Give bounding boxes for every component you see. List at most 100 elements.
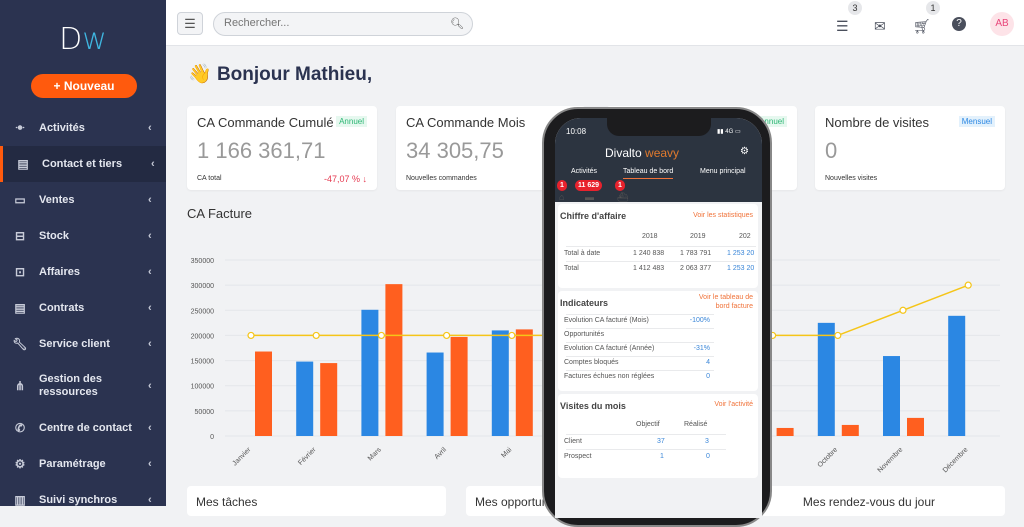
bar-orange — [385, 284, 403, 436]
line-point — [899, 306, 907, 314]
chevron-left-icon: ‹ — [148, 302, 152, 314]
bar-blue — [491, 330, 509, 436]
indicator-label: Comptes bloqués — [564, 359, 619, 366]
search-box[interactable]: 🔍︎ — [213, 12, 473, 36]
card-visites: Nombre de visites Mensuel 0 Nouvelles vi… — [815, 106, 1005, 190]
bar-orange — [255, 351, 272, 436]
search-icon[interactable]: 🔍︎ — [450, 18, 464, 30]
bar-orange — [450, 336, 468, 436]
factory-badge: 1 — [557, 180, 567, 191]
sidebar-item-centre-de-contact[interactable]: ✆ Centre de contact ‹ — [0, 410, 166, 446]
bar-orange — [776, 427, 794, 436]
bar-blue — [361, 309, 379, 436]
chevron-left-icon: ‹ — [148, 422, 152, 434]
ca-facture-chart: 0 50000 100000 150000 200000 250000 300000 3500… — [191, 258, 1000, 476]
bar-blue — [296, 361, 314, 436]
indicator-value: -100% — [689, 317, 710, 324]
cart-badge: 1 — [926, 1, 940, 15]
sidebar-item-parametrage[interactable]: ⚙ Paramétrage ‹ — [0, 446, 166, 482]
mail-icon[interactable]: ✉ — [874, 18, 886, 34]
x-tick-label: Mars — [367, 446, 383, 462]
signal-icon: ▮▮ 4G ▭ — [717, 129, 741, 135]
sidebar-item-activites[interactable]: ꔹ Activités ‹ — [0, 110, 166, 146]
users-icon: ꔹ — [15, 120, 25, 135]
money-icon: ▭ — [14, 193, 26, 207]
new-button[interactable]: + Nouveau — [31, 74, 137, 98]
x-tick-label: Octobre — [817, 446, 840, 469]
x-tick-label: Décembre — [942, 446, 970, 474]
bar-blue — [948, 315, 966, 436]
chevron-left-icon: ‹ — [148, 230, 152, 242]
line-point — [964, 281, 972, 289]
bar-orange — [907, 417, 924, 436]
x-tick-label: Février — [297, 446, 318, 467]
sidebar-nav: ꔹ Activités ‹ ▤ Contact et tiers ‹ ▭ Ventes ‹ ⊟ St… — [0, 110, 166, 518]
phone-tab-menu[interactable]: Menu principal — [700, 168, 746, 175]
plus-icon: + — [53, 79, 64, 93]
sidebar: Dw + Nouveau ꔹ Activités ‹ ▤ Contact et tier… — [0, 0, 166, 507]
chevron-left-icon: ‹ — [148, 380, 152, 392]
briefcase-icon: ⊡ — [14, 265, 26, 279]
sidebar-item-gestion-des-ressources[interactable]: ⋔ Gestion des ressources ‹ — [0, 362, 166, 410]
chevron-left-icon: ‹ — [148, 338, 152, 350]
sitemap-icon: ⋔ — [14, 379, 26, 393]
sidebar-item-stock[interactable]: ⊟ Stock ‹ — [0, 218, 166, 254]
search-input[interactable] — [224, 17, 444, 29]
tasks-badge: 3 — [848, 1, 862, 15]
box-icon: ⊟ — [14, 229, 26, 243]
settings-icon[interactable]: ⚙ — [740, 146, 749, 157]
sidebar-item-affaires[interactable]: ⊡ Affaires ‹ — [0, 254, 166, 290]
sidebar-item-ventes[interactable]: ▭ Ventes ‹ — [0, 182, 166, 218]
cart-icon[interactable]: 🛒︎ — [913, 18, 931, 34]
address-book-icon: ▤ — [17, 157, 29, 171]
link-statistiques[interactable]: Voir les statistiques — [693, 212, 753, 219]
line-point — [834, 331, 842, 340]
line-point — [443, 331, 451, 340]
sidebar-item-suivi-synchros[interactable]: ▥ Suivi synchros ‹ — [0, 482, 166, 518]
sidebar-item-contrats[interactable]: ▤ Contrats ‹ — [0, 290, 166, 326]
ship-badge: 1 — [615, 180, 625, 191]
indicator-label: Evolution CA facturé (Année) — [564, 345, 655, 352]
phone-app-header: 10:08 ▮▮ 4G ▭ Divalto weavy ⚙ Activités … — [555, 118, 762, 202]
phone-icon: ✆ — [14, 421, 26, 435]
y-tick-label: 150000 — [191, 359, 214, 366]
delta: -47,07 % ↓ — [323, 174, 368, 184]
sidebar-item-service-client[interactable]: 🔧︎ Service client ‹ — [12, 337, 152, 351]
avatar[interactable]: AB — [990, 12, 1014, 36]
help-icon[interactable]: ? — [952, 17, 966, 31]
wrench-icon: 🔧︎ — [12, 337, 28, 351]
indicator-label: Evolution CA facturé (Mois) — [564, 317, 649, 324]
x-tick-label: Avril — [434, 446, 449, 461]
panel-visites: Visites du mois Voir l'activité Objectif… — [558, 394, 758, 478]
sidebar-item-contact-et-tiers[interactable]: ▤ Contact et tiers ‹ — [0, 146, 166, 182]
bar-blue — [883, 356, 900, 436]
chevron-left-icon: ‹ — [151, 158, 155, 170]
card-mes-taches: Mes tâches — [187, 486, 446, 516]
chart-icon: ▥ — [14, 493, 26, 507]
y-tick-label: 300000 — [191, 283, 214, 290]
gear-icon: ⚙ — [14, 457, 26, 471]
chevron-left-icon: ‹ — [148, 458, 152, 470]
badge: Annuel — [336, 116, 367, 127]
cash-icon[interactable]: ▬ — [585, 192, 594, 202]
line-point — [247, 331, 255, 340]
phone-tab-tableau[interactable]: Tableau de bord — [623, 168, 674, 179]
menu-toggle-button[interactable]: ☰ — [177, 12, 203, 35]
chevron-left-icon: ‹ — [148, 266, 152, 278]
y-tick-label: 250000 — [191, 308, 214, 315]
tasks-icon[interactable]: ☰ — [836, 18, 849, 34]
logo[interactable]: Dw — [59, 22, 107, 57]
factory-icon[interactable]: ⌂ — [559, 192, 565, 202]
y-tick-label: 350000 — [191, 258, 214, 265]
x-tick-label: Mai — [500, 446, 513, 459]
y-tick-label: 100000 — [191, 384, 214, 391]
arrow-down-icon: ↓ — [362, 174, 368, 184]
bar-orange — [515, 329, 533, 436]
y-tick-label: 0 — [210, 434, 214, 441]
phone-screen: 10:08 ▮▮ 4G ▭ Divalto weavy ⚙ Activités … — [555, 118, 762, 518]
phone-tab-activites[interactable]: Activités — [571, 168, 598, 175]
indicator-value: -31% — [693, 345, 710, 352]
phone-notch — [607, 118, 711, 136]
chevron-left-icon: ‹ — [148, 194, 152, 206]
ship-icon[interactable]: ⛴ — [617, 192, 629, 202]
